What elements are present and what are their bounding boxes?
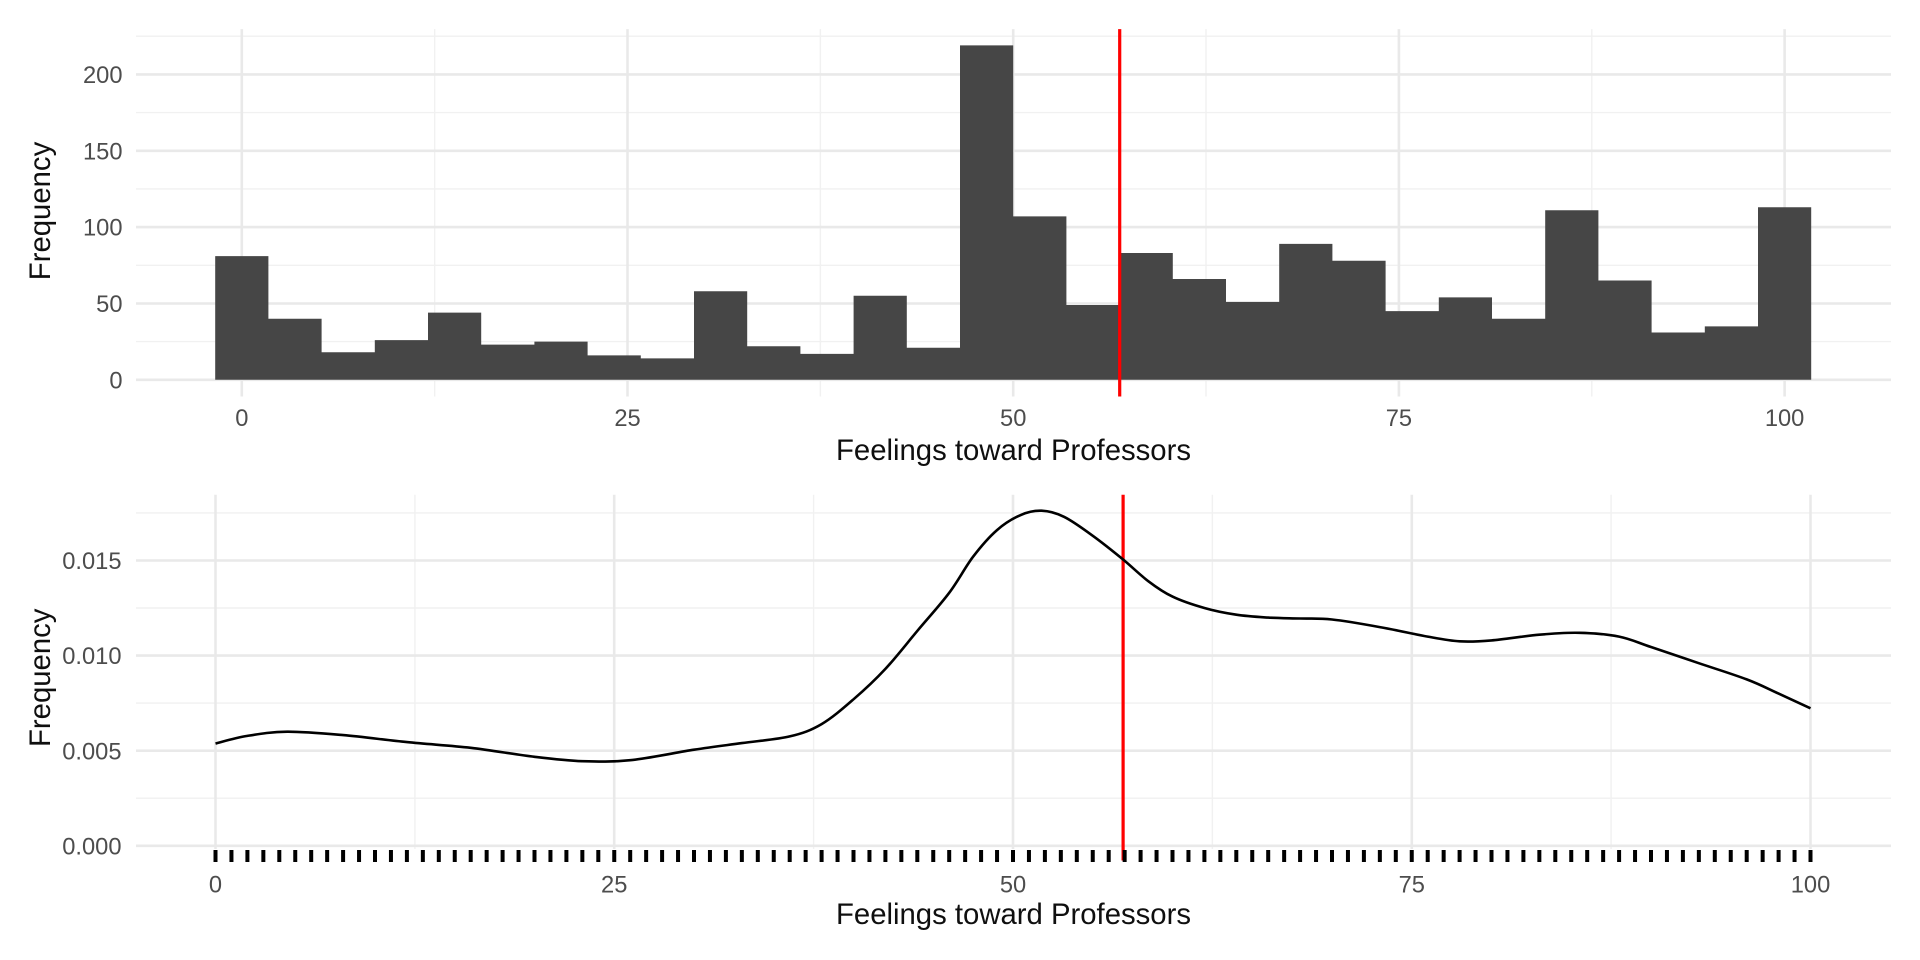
svg-text:0: 0 <box>235 406 248 432</box>
svg-text:50: 50 <box>96 292 122 318</box>
svg-text:0.010: 0.010 <box>62 644 121 670</box>
svg-text:75: 75 <box>1386 406 1412 432</box>
svg-text:0.000: 0.000 <box>62 834 121 860</box>
svg-text:50: 50 <box>1000 406 1026 432</box>
svg-text:75: 75 <box>1399 872 1425 898</box>
svg-text:50: 50 <box>1000 872 1026 898</box>
svg-text:Feelings toward Professors: Feelings toward Professors <box>836 898 1191 931</box>
svg-text:25: 25 <box>601 872 627 898</box>
svg-text:0.015: 0.015 <box>62 549 121 575</box>
svg-text:Feelings toward Professors: Feelings toward Professors <box>836 434 1191 467</box>
svg-text:100: 100 <box>1791 872 1831 898</box>
svg-text:150: 150 <box>83 139 123 165</box>
svg-text:Frequency: Frequency <box>24 608 57 747</box>
svg-text:0: 0 <box>109 368 122 394</box>
svg-text:0: 0 <box>209 872 222 898</box>
svg-text:200: 200 <box>83 63 123 89</box>
svg-text:100: 100 <box>83 216 123 242</box>
svg-text:100: 100 <box>1765 406 1805 432</box>
svg-text:Frequency: Frequency <box>24 141 57 280</box>
svg-text:25: 25 <box>614 406 640 432</box>
svg-text:0.005: 0.005 <box>62 739 121 765</box>
